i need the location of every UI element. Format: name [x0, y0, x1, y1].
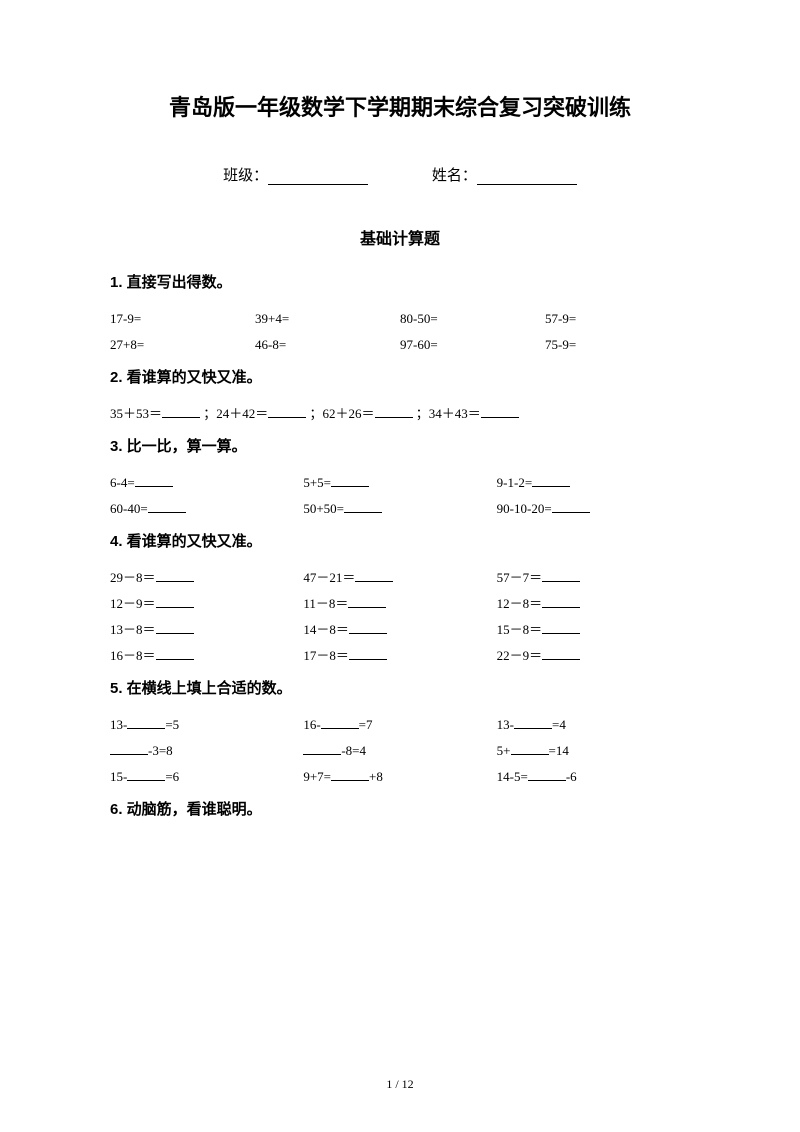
- s4-r2-c1: 12－9＝: [110, 591, 303, 617]
- blank: [148, 501, 186, 513]
- s4-r1-c3: 57－7＝: [497, 565, 690, 591]
- s4-r3-c3: 15－8＝: [497, 617, 690, 643]
- blank: [268, 406, 306, 418]
- s4-r1-c1: 29－8＝: [110, 565, 303, 591]
- blank: [349, 648, 387, 660]
- section-6-title: 6. 动脑筋，看谁聪明。: [110, 798, 690, 819]
- s4-r2-c3: 12－8＝: [497, 591, 690, 617]
- s1-r2-c1: 27+8=: [110, 332, 255, 358]
- blank: [156, 570, 194, 582]
- s1-r2-c2: 46-8=: [255, 332, 400, 358]
- blank: [156, 596, 194, 608]
- blank: [321, 717, 359, 729]
- section-1: 1. 直接写出得数。 17-9= 39+4= 80-50= 57-9= 27+8…: [110, 271, 690, 358]
- blank: [375, 406, 413, 418]
- s1-r2-c3: 97-60=: [400, 332, 545, 358]
- s1-r1-c3: 80-50=: [400, 306, 545, 332]
- s4-r4-c1: 16－8＝: [110, 643, 303, 669]
- class-label: 班级：: [223, 168, 268, 184]
- blank: [110, 743, 148, 755]
- section-2-title: 2. 看谁算的又快又准。: [110, 366, 690, 387]
- s4-r4-c2: 17－8＝: [303, 643, 496, 669]
- page-footer: 1 / 12: [0, 1077, 800, 1092]
- s5-r3-c2: 9+7=+8: [303, 764, 496, 790]
- blank: [344, 501, 382, 513]
- blank: [542, 596, 580, 608]
- s2-p2: ；24＋42＝: [203, 406, 268, 421]
- s2-p1: 35＋53＝: [110, 406, 162, 421]
- section-3: 3. 比一比，算一算。 6-4= 5+5= 9-1-2= 60-40= 50+5…: [110, 435, 690, 522]
- s4-r3-c1: 13－8＝: [110, 617, 303, 643]
- blank: [303, 743, 341, 755]
- section-3-title: 3. 比一比，算一算。: [110, 435, 690, 456]
- blank: [127, 769, 165, 781]
- blank: [552, 501, 590, 513]
- s3-r2-c3: 90-10-20=: [497, 496, 690, 522]
- blank: [127, 717, 165, 729]
- blank: [355, 570, 393, 582]
- blank: [514, 717, 552, 729]
- section-4-title: 4. 看谁算的又快又准。: [110, 530, 690, 551]
- s5-r3-c1: 15-=6: [110, 764, 303, 790]
- s3-r1-c1: 6-4=: [110, 470, 303, 496]
- s4-r3-c2: 14－8＝: [303, 617, 496, 643]
- section-5-title: 5. 在横线上填上合适的数。: [110, 677, 690, 698]
- blank: [135, 475, 173, 487]
- s5-r2-c3: 5+=14: [497, 738, 690, 764]
- s4-r4-c3: 22－9＝: [497, 643, 690, 669]
- s1-r1-c4: 57-9=: [545, 306, 690, 332]
- section-4: 4. 看谁算的又快又准。 29－8＝ 47－21＝ 57－7＝ 12－9＝ 11…: [110, 530, 690, 669]
- blank: [156, 622, 194, 634]
- s2-p4: ；34＋43＝: [416, 406, 481, 421]
- s3-r2-c1: 60-40=: [110, 496, 303, 522]
- s5-r1-c1: 13-=5: [110, 712, 303, 738]
- s5-r2-c1: -3=8: [110, 738, 303, 764]
- blank: [156, 648, 194, 660]
- main-title: 青岛版一年级数学下学期期末综合复习突破训练: [110, 90, 690, 122]
- section-5: 5. 在横线上填上合适的数。 13-=5 16-=7 13-=4 -3=8 -8…: [110, 677, 690, 790]
- blank: [162, 406, 200, 418]
- s1-r1-c1: 17-9=: [110, 306, 255, 332]
- s4-r1-c2: 47－21＝: [303, 565, 496, 591]
- s5-r1-c2: 16-=7: [303, 712, 496, 738]
- name-label: 姓名：: [432, 168, 477, 184]
- blank: [542, 622, 580, 634]
- blank: [331, 769, 369, 781]
- info-row: 班级： 姓名：: [110, 164, 690, 185]
- name-blank: [477, 171, 577, 185]
- blank: [542, 648, 580, 660]
- blank: [481, 406, 519, 418]
- blank: [349, 622, 387, 634]
- s1-r2-c4: 75-9=: [545, 332, 690, 358]
- s1-r1-c2: 39+4=: [255, 306, 400, 332]
- s3-r2-c2: 50+50=: [303, 496, 496, 522]
- s4-r2-c2: 11－8＝: [303, 591, 496, 617]
- blank: [528, 769, 566, 781]
- blank: [511, 743, 549, 755]
- blank: [542, 570, 580, 582]
- section-2: 2. 看谁算的又快又准。 35＋53＝ ；24＋42＝ ；62＋26＝ ；34＋…: [110, 366, 690, 427]
- blank: [331, 475, 369, 487]
- blank: [532, 475, 570, 487]
- blank: [348, 596, 386, 608]
- s5-r2-c2: -8=4: [303, 738, 496, 764]
- section-1-title: 1. 直接写出得数。: [110, 271, 690, 292]
- class-blank: [268, 171, 368, 185]
- s3-r1-c2: 5+5=: [303, 470, 496, 496]
- s5-r3-c3: 14-5=-6: [497, 764, 690, 790]
- s3-r1-c3: 9-1-2=: [497, 470, 690, 496]
- s2-p3: ；62＋26＝: [310, 406, 375, 421]
- section-6: 6. 动脑筋，看谁聪明。: [110, 798, 690, 819]
- s5-r1-c3: 13-=4: [497, 712, 690, 738]
- subtitle: 基础计算题: [110, 225, 690, 249]
